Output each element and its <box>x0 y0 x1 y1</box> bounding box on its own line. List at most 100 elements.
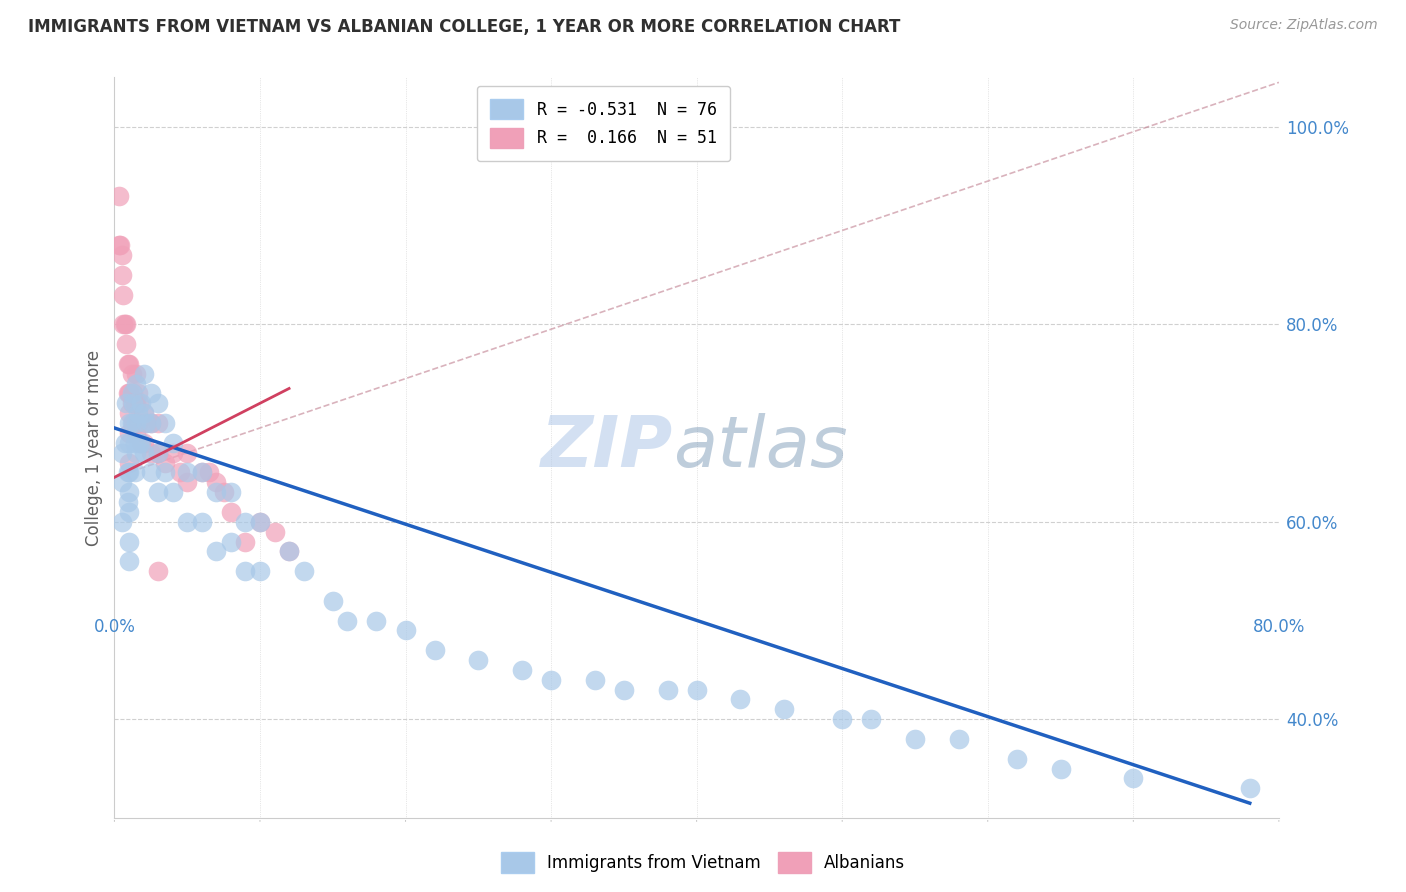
Point <box>117 386 139 401</box>
Point <box>467 653 489 667</box>
Point <box>115 337 138 351</box>
Point <box>111 268 134 282</box>
Point <box>510 663 533 677</box>
Point <box>162 485 184 500</box>
Point <box>118 534 141 549</box>
Point <box>107 189 129 203</box>
Point <box>336 614 359 628</box>
Point <box>118 416 141 430</box>
Point <box>122 396 145 410</box>
Point <box>190 466 212 480</box>
Point <box>948 731 970 746</box>
Point <box>122 416 145 430</box>
Point <box>190 515 212 529</box>
Point <box>235 515 257 529</box>
Point <box>132 445 155 459</box>
Point <box>190 466 212 480</box>
Point <box>110 238 132 252</box>
Point <box>139 466 162 480</box>
Point <box>129 396 152 410</box>
Point <box>135 416 157 430</box>
Point <box>176 445 198 459</box>
Point <box>146 445 169 459</box>
Point <box>121 367 143 381</box>
Legend: Immigrants from Vietnam, Albanians: Immigrants from Vietnam, Albanians <box>494 846 912 880</box>
Point <box>121 396 143 410</box>
Point <box>117 466 139 480</box>
Point <box>129 435 152 450</box>
Point <box>1005 752 1028 766</box>
Point <box>205 544 228 558</box>
Point <box>132 367 155 381</box>
Point <box>121 416 143 430</box>
Point <box>205 485 228 500</box>
Point <box>129 435 152 450</box>
Point <box>139 445 162 459</box>
Point <box>107 238 129 252</box>
Point <box>139 416 162 430</box>
Point <box>162 435 184 450</box>
Point <box>219 485 242 500</box>
Point <box>118 435 141 450</box>
Point <box>278 544 301 558</box>
Legend: R = -0.531  N = 76, R =  0.166  N = 51: R = -0.531 N = 76, R = 0.166 N = 51 <box>477 86 730 161</box>
Point <box>128 396 150 410</box>
Point <box>115 318 138 332</box>
Point <box>423 643 446 657</box>
Point <box>111 515 134 529</box>
Text: 0.0%: 0.0% <box>93 618 135 636</box>
Point <box>111 248 134 262</box>
Point <box>121 386 143 401</box>
Point <box>176 475 198 490</box>
Point <box>118 505 141 519</box>
Point <box>540 673 562 687</box>
Point <box>139 386 162 401</box>
Text: 80.0%: 80.0% <box>1253 618 1305 636</box>
Point <box>117 495 139 509</box>
Point <box>904 731 927 746</box>
Point <box>127 406 149 420</box>
Point <box>111 445 134 459</box>
Point <box>125 425 148 440</box>
Point <box>249 515 271 529</box>
Y-axis label: College, 1 year or more: College, 1 year or more <box>86 350 103 546</box>
Point <box>111 475 134 490</box>
Point <box>124 466 146 480</box>
Text: IMMIGRANTS FROM VIETNAM VS ALBANIAN COLLEGE, 1 YEAR OR MORE CORRELATION CHART: IMMIGRANTS FROM VIETNAM VS ALBANIAN COLL… <box>28 18 900 36</box>
Point <box>198 466 221 480</box>
Point <box>118 554 141 568</box>
Point <box>125 416 148 430</box>
Point <box>155 416 177 430</box>
Point <box>135 416 157 430</box>
Point <box>146 416 169 430</box>
Point <box>235 534 257 549</box>
Point <box>394 624 416 638</box>
Point <box>162 445 184 459</box>
Point <box>124 435 146 450</box>
Point <box>132 435 155 450</box>
Point <box>118 425 141 440</box>
Point <box>124 396 146 410</box>
Point <box>1122 772 1144 786</box>
Point <box>118 466 141 480</box>
Point <box>205 475 228 490</box>
Point <box>125 445 148 459</box>
Point <box>263 524 285 539</box>
Point <box>146 396 169 410</box>
Point <box>1049 762 1071 776</box>
Point <box>685 682 707 697</box>
Point <box>112 287 135 301</box>
Point <box>219 534 242 549</box>
Point <box>155 466 177 480</box>
Point <box>249 564 271 578</box>
Point <box>292 564 315 578</box>
Text: atlas: atlas <box>673 413 848 483</box>
Point <box>127 416 149 430</box>
Point <box>212 485 235 500</box>
Point <box>146 564 169 578</box>
Point <box>831 712 853 726</box>
Point <box>366 614 388 628</box>
Point <box>118 406 141 420</box>
Point <box>773 702 796 716</box>
Point <box>118 357 141 371</box>
